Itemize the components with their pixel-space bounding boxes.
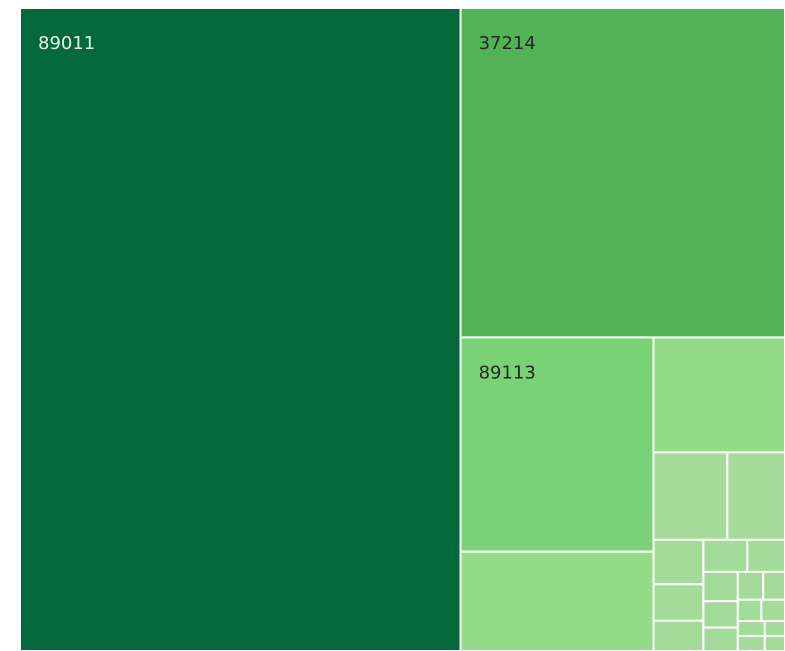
tile [702, 570, 739, 603]
tile [459, 7, 785, 339]
tile [736, 598, 763, 623]
tile [746, 538, 785, 573]
tile [760, 598, 785, 623]
tile [652, 619, 705, 651]
tile [19, 7, 462, 651]
tile [736, 635, 766, 651]
tile [736, 620, 766, 638]
tile-label: 89011 [38, 33, 95, 54]
tile [763, 635, 785, 651]
tile-label: 89113 [479, 362, 536, 383]
tile-label: 37214 [479, 33, 536, 54]
tile [652, 538, 705, 586]
tile [726, 451, 785, 541]
tile [762, 570, 785, 601]
tile [652, 583, 705, 622]
tile [702, 626, 739, 651]
tile [652, 451, 729, 541]
tile [702, 600, 739, 629]
tile [736, 570, 765, 601]
tile [763, 620, 785, 638]
tile [652, 336, 785, 454]
tile [702, 538, 749, 573]
tile [459, 336, 655, 553]
tile [459, 550, 655, 651]
